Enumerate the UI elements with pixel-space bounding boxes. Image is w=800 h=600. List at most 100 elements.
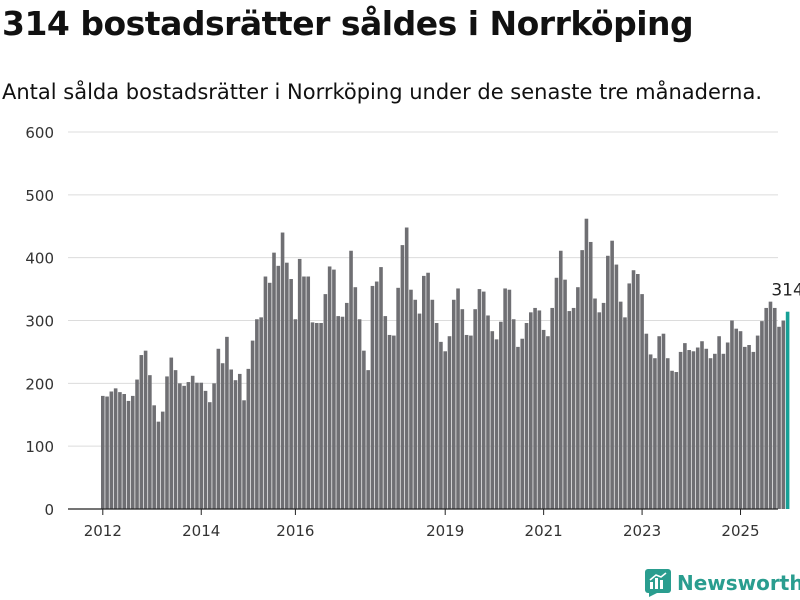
- bar: [409, 289, 413, 509]
- bar: [516, 346, 520, 509]
- bar: [267, 282, 272, 509]
- bar: [451, 299, 456, 509]
- bar: [456, 288, 460, 509]
- bar: [182, 385, 186, 509]
- bar: [169, 357, 174, 509]
- bar: [130, 395, 135, 509]
- bar: [631, 270, 636, 509]
- x-tick-label: 2016: [276, 522, 314, 540]
- bar: [593, 298, 597, 509]
- bar: [233, 380, 238, 509]
- bar: [422, 275, 426, 509]
- bar: [571, 307, 576, 509]
- x-tick-label: 2021: [525, 522, 563, 540]
- bar: [310, 322, 315, 509]
- bar: [383, 316, 388, 509]
- bar: [203, 390, 208, 509]
- bar: [289, 279, 293, 509]
- bar: [730, 320, 734, 509]
- bar: [319, 323, 323, 509]
- bar: [576, 287, 580, 509]
- y-tick-label: 300: [25, 313, 54, 331]
- bar: [413, 299, 418, 509]
- bar: [657, 336, 661, 509]
- bar: [743, 346, 747, 509]
- bar: [332, 269, 336, 509]
- bar: [751, 351, 756, 509]
- y-tick-label: 500: [25, 187, 54, 205]
- bar: [225, 336, 229, 509]
- brand-name: Newsworthy: [677, 571, 800, 595]
- bar: [606, 255, 610, 509]
- bar: [297, 258, 302, 509]
- bar: [259, 317, 263, 509]
- y-tick-label: 0: [44, 501, 54, 519]
- bar: [499, 321, 503, 509]
- bar: [494, 339, 499, 509]
- bar: [670, 370, 674, 509]
- bar: [340, 316, 345, 509]
- bar: [683, 343, 687, 509]
- bar: [148, 375, 152, 509]
- y-tick-label: 400: [25, 250, 54, 268]
- bar: [447, 336, 452, 509]
- bar: [443, 351, 447, 509]
- bar: [665, 358, 670, 509]
- bar: [160, 411, 165, 509]
- bar: [400, 245, 405, 509]
- bar: [524, 323, 529, 509]
- y-tick-label: 600: [25, 124, 54, 142]
- highlight-data-label: 314: [771, 281, 800, 301]
- bar: [396, 287, 400, 509]
- bar: [374, 281, 379, 509]
- bar: [777, 326, 781, 509]
- bar: [781, 320, 786, 509]
- bar: [708, 358, 713, 509]
- bar: [477, 289, 482, 509]
- bar: [195, 382, 199, 509]
- bar: [323, 294, 328, 509]
- bar: [588, 241, 593, 510]
- bar: [772, 307, 777, 509]
- brand-logo: Newsworthy: [645, 568, 800, 598]
- y-tick-label: 200: [25, 375, 54, 393]
- bar: [208, 402, 212, 509]
- bar: [370, 285, 375, 509]
- bar: [648, 354, 653, 509]
- x-tick-label: 2014: [182, 522, 220, 540]
- bar: [563, 279, 567, 509]
- bar: [362, 350, 366, 509]
- bar: [220, 363, 225, 509]
- bar: [426, 272, 430, 509]
- bar: [404, 227, 409, 510]
- bar: [353, 287, 358, 509]
- bar: [152, 405, 156, 509]
- bar: [546, 336, 550, 509]
- bar: [618, 301, 623, 509]
- bar: [584, 218, 589, 509]
- bar: [768, 301, 773, 509]
- bar: [327, 266, 332, 509]
- bar: [764, 307, 768, 509]
- bar: [242, 400, 246, 509]
- bar: [336, 316, 340, 509]
- bar: [610, 240, 614, 509]
- bar: [550, 307, 554, 509]
- bar: [537, 310, 542, 509]
- bar: [734, 328, 739, 509]
- y-tick-label: 100: [25, 438, 54, 456]
- bar: [760, 321, 764, 509]
- bar: [276, 265, 281, 509]
- bar: [237, 373, 242, 509]
- bar: [460, 309, 465, 509]
- bar: [306, 276, 311, 509]
- bar: [190, 375, 195, 509]
- bar: [717, 336, 721, 509]
- bar: [700, 341, 704, 509]
- bar: [678, 351, 683, 509]
- bar: [636, 274, 640, 509]
- chart-subtitle: Antal sålda bostadsrätter i Norrköping u…: [2, 80, 762, 104]
- bar: [541, 329, 546, 509]
- bar: [674, 372, 679, 509]
- bar: [315, 323, 319, 509]
